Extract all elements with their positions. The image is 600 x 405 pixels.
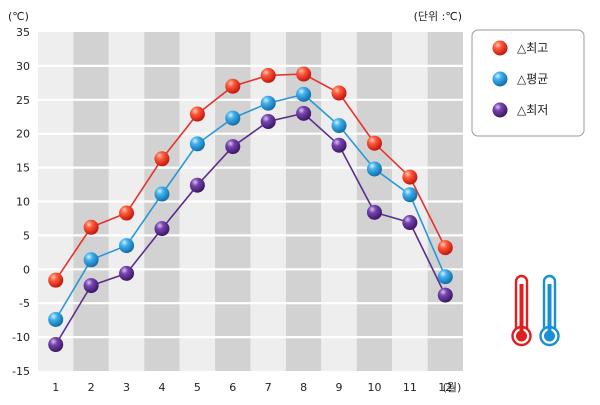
y-axis-ticks: 35 30 25 20 15 10 5 0 -5 -10 -15	[12, 26, 30, 378]
data-point	[48, 337, 64, 353]
x-tick-label: 12	[438, 381, 452, 394]
data-point	[296, 86, 312, 102]
data-point	[225, 78, 241, 94]
data-point	[402, 169, 418, 185]
data-point	[83, 278, 99, 294]
data-point	[437, 240, 453, 256]
y-tick-label: 35	[16, 26, 30, 39]
data-point	[437, 269, 453, 285]
data-point	[260, 67, 276, 83]
data-point	[83, 219, 99, 235]
y-tick-label: 5	[23, 229, 30, 242]
data-point	[189, 177, 205, 193]
data-point	[366, 161, 382, 177]
data-point	[402, 187, 418, 203]
data-point	[48, 311, 64, 327]
grid-lines	[38, 64, 463, 339]
data-point	[437, 287, 453, 303]
legend-marker	[492, 71, 508, 87]
data-point	[366, 135, 382, 151]
data-point	[225, 110, 241, 126]
y-tick-label: 0	[23, 263, 30, 276]
data-point	[154, 151, 170, 167]
data-point	[331, 85, 347, 101]
unit-note: (단위 :℃)	[414, 10, 462, 23]
data-point	[154, 186, 170, 202]
data-point	[296, 105, 312, 121]
y-tick-label: -15	[12, 365, 30, 378]
data-point	[331, 118, 347, 134]
x-tick-label: 2	[88, 381, 95, 394]
data-point	[296, 66, 312, 82]
thermometer-hot-icon	[511, 274, 532, 347]
x-tick-label: 7	[265, 381, 272, 394]
y-tick-label: -10	[12, 331, 30, 344]
data-point	[260, 113, 276, 129]
thermometer-cold-icon	[539, 274, 560, 347]
x-axis-unit-label: (월)	[443, 381, 462, 394]
legend-marker	[492, 40, 508, 56]
x-tick-label: 8	[300, 381, 307, 394]
data-point	[119, 205, 135, 221]
legend-marker	[492, 102, 508, 118]
data-point	[119, 238, 135, 254]
data-point	[154, 221, 170, 237]
legend-label: △평균	[517, 72, 548, 86]
legend: △최고 △평균 △최저	[471, 29, 585, 137]
data-point	[331, 137, 347, 153]
x-tick-label: 5	[194, 381, 201, 394]
x-tick-label: 6	[229, 381, 236, 394]
data-point	[189, 106, 205, 122]
y-tick-label: -5	[19, 297, 30, 310]
y-tick-label: 15	[16, 162, 30, 175]
x-tick-label: 11	[403, 381, 417, 394]
series-points	[48, 66, 453, 353]
y-tick-label: 30	[16, 60, 30, 73]
data-point	[83, 252, 99, 268]
x-axis-ticks: 1 2 3 4 5 6 7 8 9 10 11 12	[52, 381, 452, 394]
data-point	[119, 265, 135, 281]
data-point	[260, 95, 276, 111]
x-tick-label: 9	[336, 381, 343, 394]
x-tick-label: 10	[367, 381, 381, 394]
y-tick-label: 10	[16, 196, 30, 209]
x-tick-label: 1	[52, 381, 59, 394]
y-tick-label: 20	[16, 128, 30, 141]
data-point	[48, 272, 64, 288]
x-tick-label: 3	[123, 381, 130, 394]
data-point	[225, 139, 241, 155]
legend-label: △최저	[517, 103, 548, 117]
x-tick-label: 4	[158, 381, 165, 394]
legend-label: △최고	[517, 41, 548, 55]
y-tick-label: 25	[16, 94, 30, 107]
y-axis-unit-label: (℃)	[8, 10, 29, 23]
data-point	[402, 215, 418, 231]
data-point	[366, 204, 382, 220]
data-point	[189, 136, 205, 152]
